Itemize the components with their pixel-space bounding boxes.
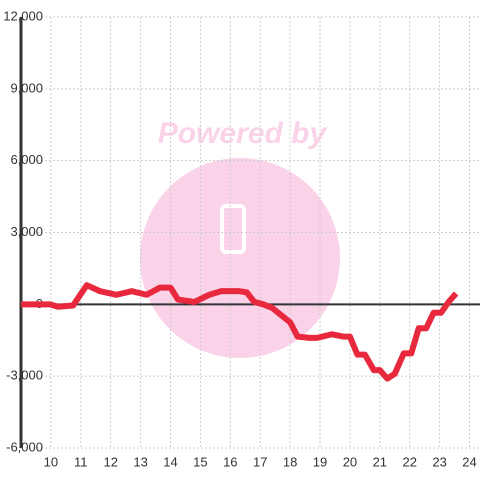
x-tick-label: 23 [432,454,446,469]
x-tick-label: 17 [253,454,267,469]
y-tick-label: 12,000 [3,8,43,23]
y-tick-label: -6,000 [6,439,43,454]
x-tick-label: 18 [283,454,297,469]
x-tick-label: 20 [343,454,357,469]
x-tick-label: 16 [223,454,237,469]
y-tick-label: -3,000 [6,368,43,383]
x-tick-label: 21 [373,454,387,469]
watermark-icon [220,204,246,254]
watermark-logo [140,158,340,358]
y-tick-label: 9,000 [10,80,43,95]
x-tick-label: 22 [402,454,416,469]
x-tick-label: 15 [193,454,207,469]
y-tick-label: 3,000 [10,224,43,239]
y-tick-label: 6,000 [10,152,43,167]
line-series [21,282,459,382]
x-tick-label: 19 [313,454,327,469]
x-tick-label: 12 [103,454,117,469]
watermark-text: Powered by [158,117,328,150]
x-tick-label: 14 [163,454,177,469]
x-tick-label: 11 [74,454,88,469]
x-tick-label: 24 [462,454,476,469]
x-tick-label: 10 [44,454,58,469]
x-tick-label: 13 [133,454,147,469]
